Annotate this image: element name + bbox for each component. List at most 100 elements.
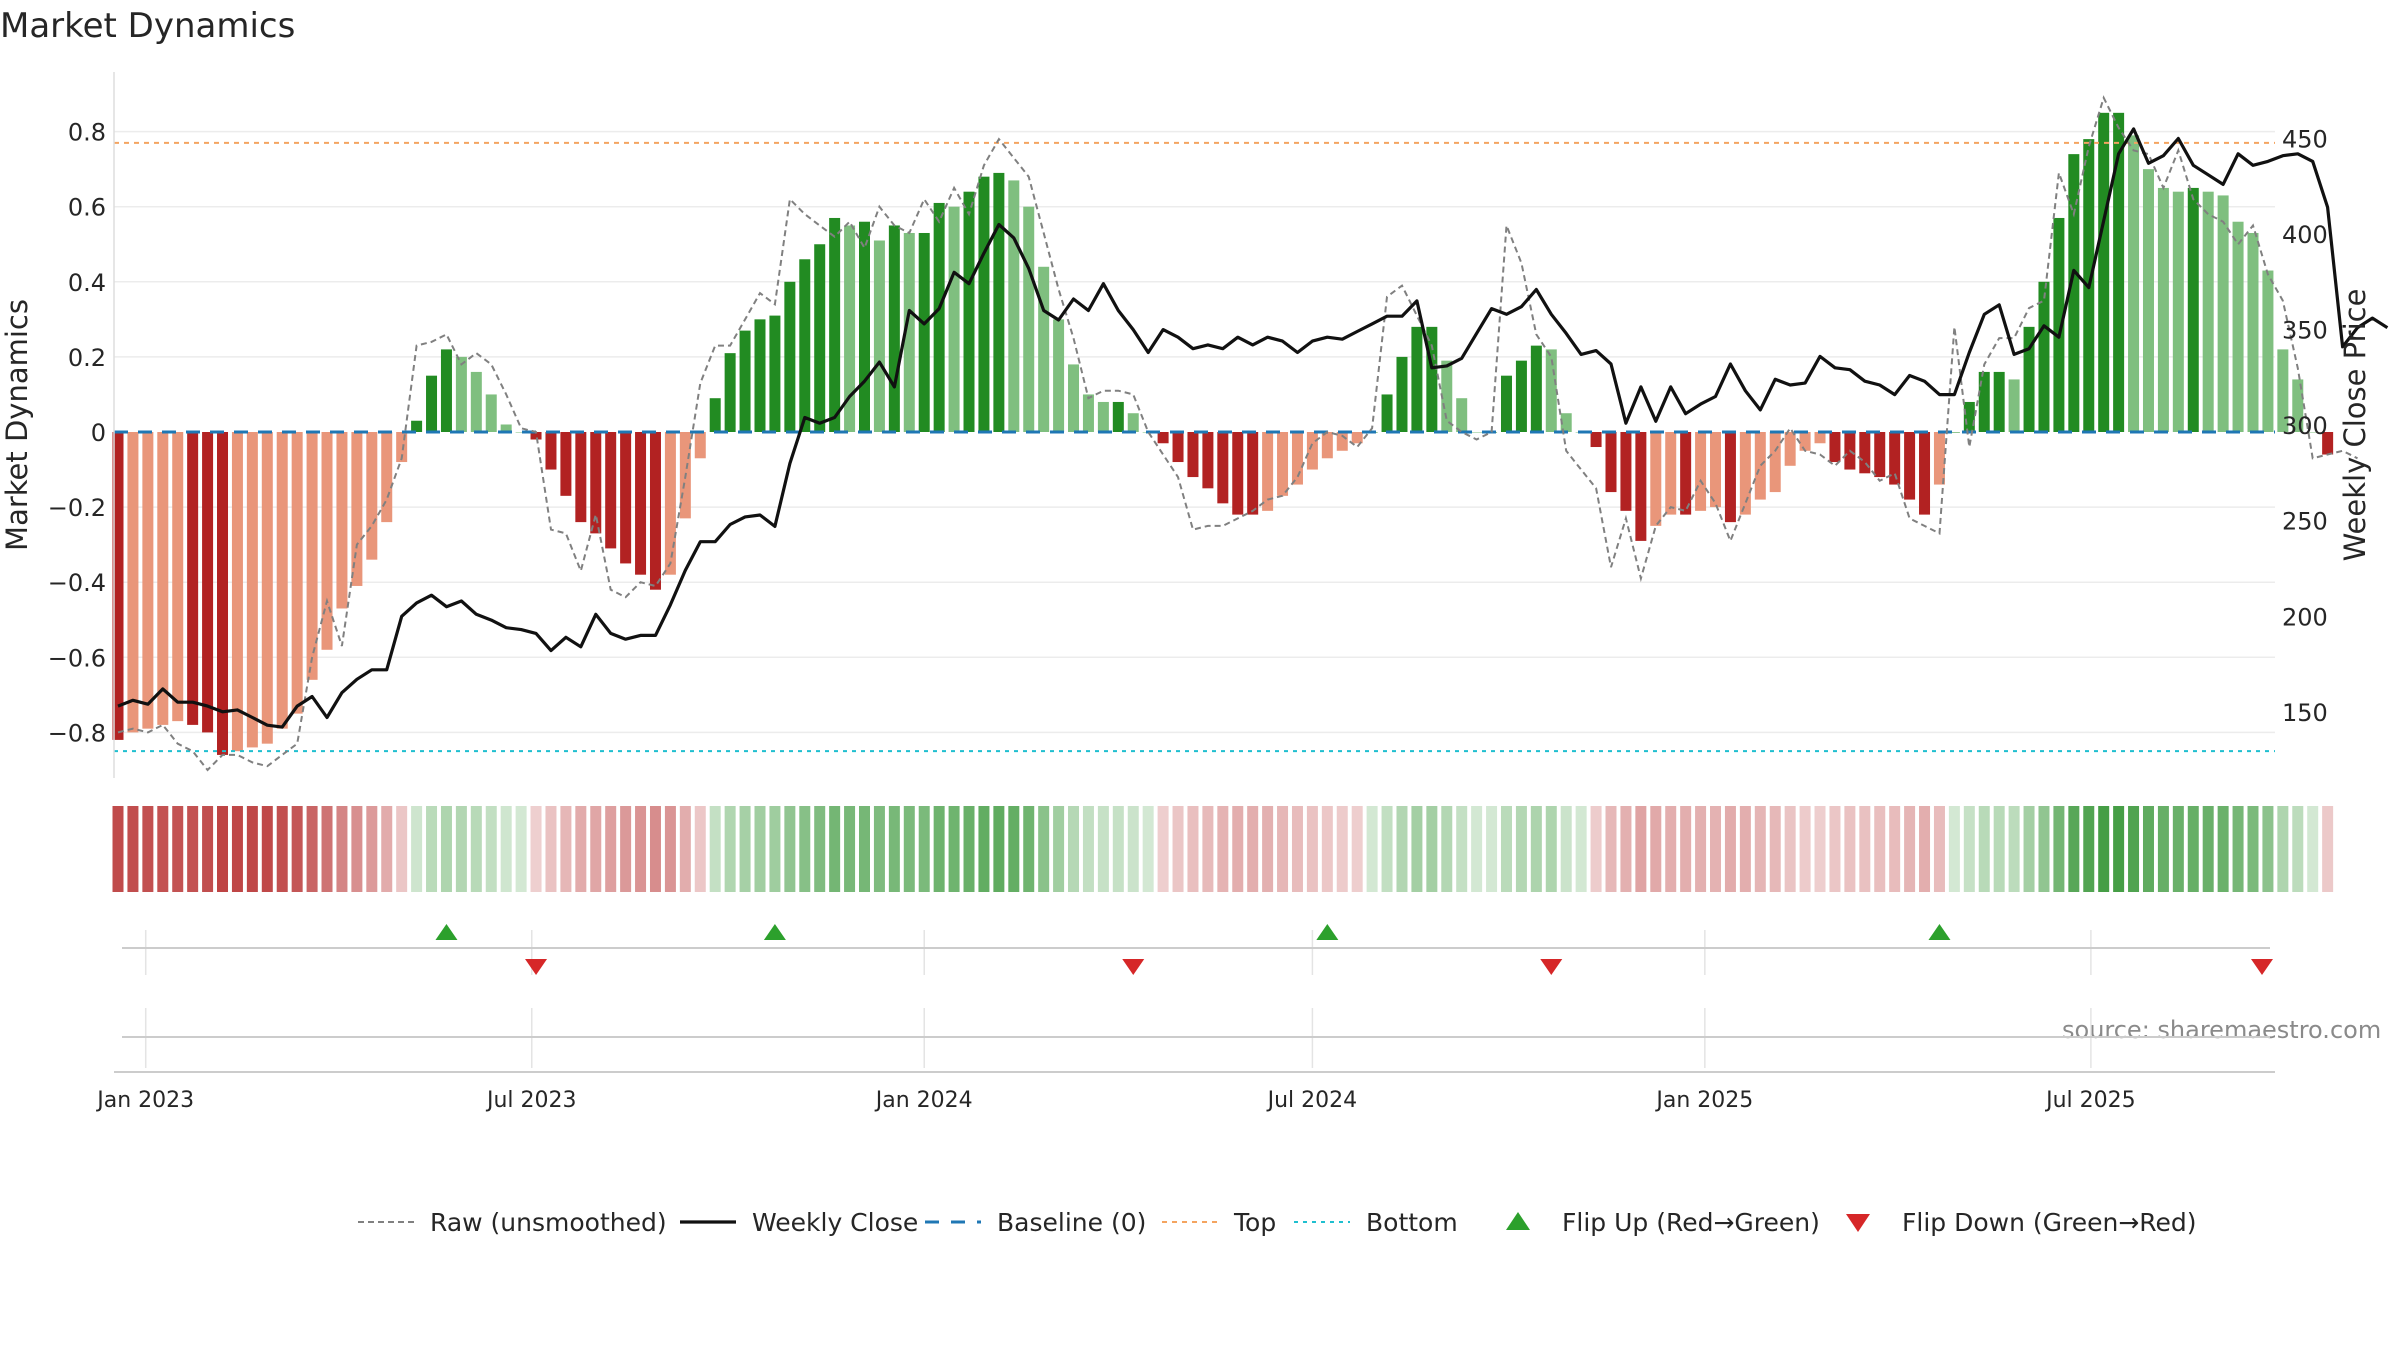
heat-cell — [1247, 806, 1259, 892]
heat-cell — [1859, 806, 1871, 892]
dynamics-bar — [545, 432, 557, 470]
x-tick-label: Jan 2023 — [95, 1088, 194, 1113]
heat-cell — [2142, 806, 2154, 892]
y2-axis-label: Weekly Close Price — [2338, 289, 2372, 562]
heat-cell — [1441, 806, 1453, 892]
dynamics-bar — [859, 221, 870, 432]
dynamics-bar — [1754, 432, 1766, 500]
heat-cell — [1978, 806, 1990, 892]
dynamics-bar — [142, 432, 154, 729]
legend-label: Bottom — [1366, 1208, 1458, 1237]
dynamics-bar — [649, 432, 661, 590]
y2-tick-label: 150 — [2282, 699, 2328, 727]
heat-cell — [2307, 806, 2319, 892]
heat-cell — [2053, 806, 2065, 892]
heat-cell — [620, 806, 632, 892]
heat-cell — [411, 806, 423, 892]
dynamics-bar — [754, 319, 766, 432]
heat-cell — [1993, 806, 2005, 892]
heat-cell — [1575, 806, 1587, 892]
legend-label: Flip Up (Red→Green) — [1562, 1208, 1820, 1237]
heat-cell — [1560, 806, 1572, 892]
dynamics-bar — [261, 432, 273, 744]
heat-cell — [1500, 806, 1512, 892]
legend-swatch-flip-up — [1506, 1212, 1530, 1230]
dynamics-bar — [1933, 432, 1945, 485]
heat-cell — [172, 806, 184, 892]
heat-cell — [440, 806, 452, 892]
dynamics-bar — [157, 432, 169, 725]
dynamics-bar — [1411, 326, 1423, 432]
heat-cell — [784, 806, 796, 892]
heat-cell — [769, 806, 781, 892]
weekly-close-line — [117, 127, 2389, 729]
dynamics-bar — [2262, 270, 2274, 432]
heat-cell — [2187, 806, 2199, 892]
y2-tick-label: 200 — [2282, 603, 2328, 631]
heat-cell — [1456, 806, 1468, 892]
legend-label: Baseline (0) — [997, 1208, 1146, 1237]
heat-cell — [590, 806, 602, 892]
dynamics-bar — [694, 432, 706, 459]
heat-cell — [1620, 806, 1632, 892]
dynamics-bar — [963, 191, 975, 432]
heat-cell — [1008, 806, 1020, 892]
dynamics-bar — [2038, 281, 2050, 432]
heat-cell — [2038, 806, 2050, 892]
dynamics-bar — [112, 432, 124, 740]
dynamics-bar — [1456, 398, 1468, 432]
dynamics-bar — [366, 432, 378, 560]
heat-cell — [799, 806, 811, 892]
dynamics-bar — [1948, 432, 1960, 433]
heat-cell — [2023, 806, 2035, 892]
dynamics-bar — [1724, 432, 1736, 523]
legend-label: Top — [1233, 1208, 1276, 1237]
dynamics-bar — [664, 432, 676, 575]
dynamics-bar — [844, 225, 856, 432]
dynamics-bar — [2068, 154, 2080, 432]
heat-cell — [575, 806, 587, 892]
heat-cell — [1471, 806, 1483, 892]
heat-cell — [1635, 806, 1647, 892]
dynamics-bar — [635, 432, 647, 575]
dynamics-bar — [903, 232, 915, 432]
dynamics-bar — [2292, 379, 2304, 432]
x-tick-label: Jan 2025 — [1654, 1088, 1753, 1113]
y2-tick-label: 450 — [2282, 126, 2328, 154]
dynamics-bar — [246, 432, 258, 748]
dynamics-bar — [1441, 360, 1453, 432]
heat-cell — [2113, 806, 2125, 892]
dynamics-bar — [948, 206, 960, 432]
dynamics-bar — [918, 232, 930, 432]
dynamics-bar — [2142, 169, 2154, 432]
x-tick-label: Jan 2024 — [874, 1088, 973, 1113]
dynamics-bar — [381, 432, 393, 523]
dynamics-bar — [396, 432, 408, 463]
dynamics-bar — [1665, 432, 1677, 515]
dynamics-bar — [784, 281, 796, 432]
dynamics-bar — [739, 330, 751, 432]
heat-cell — [2217, 806, 2229, 892]
heat-cell — [381, 806, 393, 892]
heat-cell — [2172, 806, 2184, 892]
heat-cell — [1799, 806, 1811, 892]
dynamics-bar — [1515, 360, 1527, 432]
heat-cell — [1680, 806, 1692, 892]
heat-cell — [1590, 806, 1602, 892]
heat-cell — [261, 806, 273, 892]
heat-cell — [1665, 806, 1677, 892]
y2-tick-label: 300 — [2282, 412, 2328, 440]
dynamics-bar — [1650, 432, 1662, 526]
dynamics-bar — [2172, 191, 2184, 432]
dynamics-bar — [1157, 432, 1169, 444]
dynamics-bar — [560, 432, 572, 496]
heat-cell — [1411, 806, 1423, 892]
heat-cell — [754, 806, 766, 892]
heat-cell — [1038, 806, 1050, 892]
dynamics-bar — [873, 240, 885, 432]
heat-cell — [1157, 806, 1169, 892]
dynamics-bar — [1306, 432, 1318, 470]
dynamics-bar — [2217, 195, 2229, 432]
y2-tick-label: 250 — [2282, 508, 2328, 536]
